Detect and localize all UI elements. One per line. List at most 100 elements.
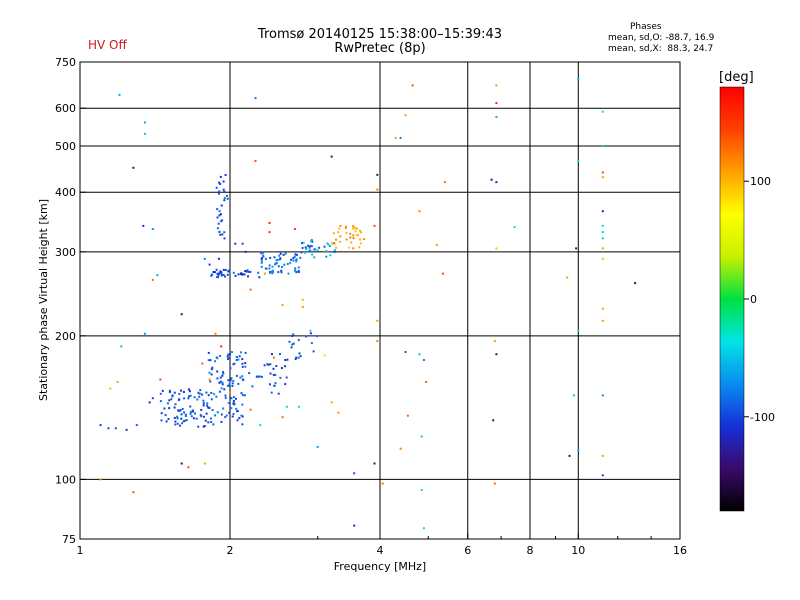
data-point [171, 395, 174, 398]
data-point [435, 244, 438, 246]
data-point [230, 397, 233, 400]
data-point [223, 190, 226, 193]
colorbar-unit-label: [deg] [719, 70, 754, 85]
data-point [219, 270, 222, 273]
data-point [209, 380, 212, 383]
data-point [601, 454, 604, 457]
data-point [167, 418, 170, 420]
data-point [295, 356, 298, 359]
data-point [143, 332, 146, 335]
data-point [294, 269, 297, 272]
data-point [285, 405, 288, 408]
data-point [237, 382, 240, 385]
y-tick-label: 400 [55, 186, 76, 199]
data-point [218, 192, 220, 195]
data-point [420, 489, 423, 491]
data-point [190, 415, 193, 418]
data-point [218, 210, 221, 213]
data-point [304, 246, 307, 249]
data-point [373, 462, 376, 465]
data-point [181, 408, 184, 410]
data-point [142, 224, 145, 227]
data-point [358, 246, 361, 249]
data-point [257, 375, 260, 378]
data-point [198, 395, 201, 398]
data-point [216, 411, 219, 414]
data-point [279, 252, 282, 255]
data-point [281, 265, 283, 268]
data-point [223, 199, 226, 202]
data-point [335, 246, 338, 249]
data-point [192, 410, 195, 413]
data-point [283, 263, 286, 266]
data-point [601, 176, 604, 179]
data-point [227, 379, 230, 382]
data-point [275, 259, 278, 262]
data-point [159, 400, 162, 403]
data-point [218, 181, 221, 184]
data-point [230, 407, 233, 410]
grid-lines [80, 62, 680, 539]
data-point [344, 226, 347, 229]
data-point [376, 319, 379, 322]
data-point [295, 260, 298, 263]
data-point [381, 482, 384, 485]
data-point [308, 249, 311, 252]
data-point [260, 261, 263, 263]
data-point [258, 375, 261, 378]
data-point [214, 271, 217, 274]
data-point [601, 231, 604, 234]
data-point [216, 377, 219, 380]
data-point [279, 376, 282, 379]
data-point [219, 183, 222, 185]
data-point [224, 416, 227, 419]
data-point [297, 405, 300, 408]
data-point [200, 408, 203, 411]
data-point [265, 267, 268, 270]
data-point [254, 160, 257, 162]
data-point [214, 414, 217, 417]
data-point [206, 402, 209, 405]
colorbar [720, 87, 744, 511]
data-point [513, 226, 516, 229]
data-point [132, 166, 135, 169]
data-point [218, 230, 221, 233]
y-tick-label: 500 [55, 140, 76, 153]
data-point [216, 276, 219, 278]
data-point [330, 155, 333, 158]
data-point [222, 371, 224, 374]
data-point [238, 417, 241, 420]
data-point [220, 213, 222, 216]
data-point [441, 272, 444, 275]
data-point [232, 413, 235, 415]
data-point [292, 259, 295, 262]
data-point [234, 274, 237, 277]
data-point [143, 121, 146, 124]
data-point [211, 409, 214, 411]
data-point [332, 232, 335, 235]
data-point [418, 353, 421, 356]
data-point [224, 174, 227, 176]
data-point [316, 335, 318, 338]
data-point [601, 210, 604, 213]
data-point [339, 235, 342, 238]
data-point [216, 216, 219, 219]
data-point [601, 257, 604, 260]
data-point [339, 224, 342, 227]
data-point [207, 394, 210, 397]
data-point [187, 388, 190, 391]
data-point [316, 249, 319, 252]
data-point [233, 403, 236, 406]
data-point [281, 416, 284, 419]
data-point [241, 273, 244, 276]
data-point [311, 253, 314, 256]
data-point [218, 390, 221, 393]
data-point [156, 274, 159, 277]
data-point [229, 391, 231, 394]
colorbar-tick-label: 0 [750, 293, 757, 306]
data-point [241, 423, 244, 426]
data-point [245, 270, 248, 273]
data-point [260, 265, 263, 268]
data-point [297, 339, 300, 342]
data-point [260, 257, 263, 260]
